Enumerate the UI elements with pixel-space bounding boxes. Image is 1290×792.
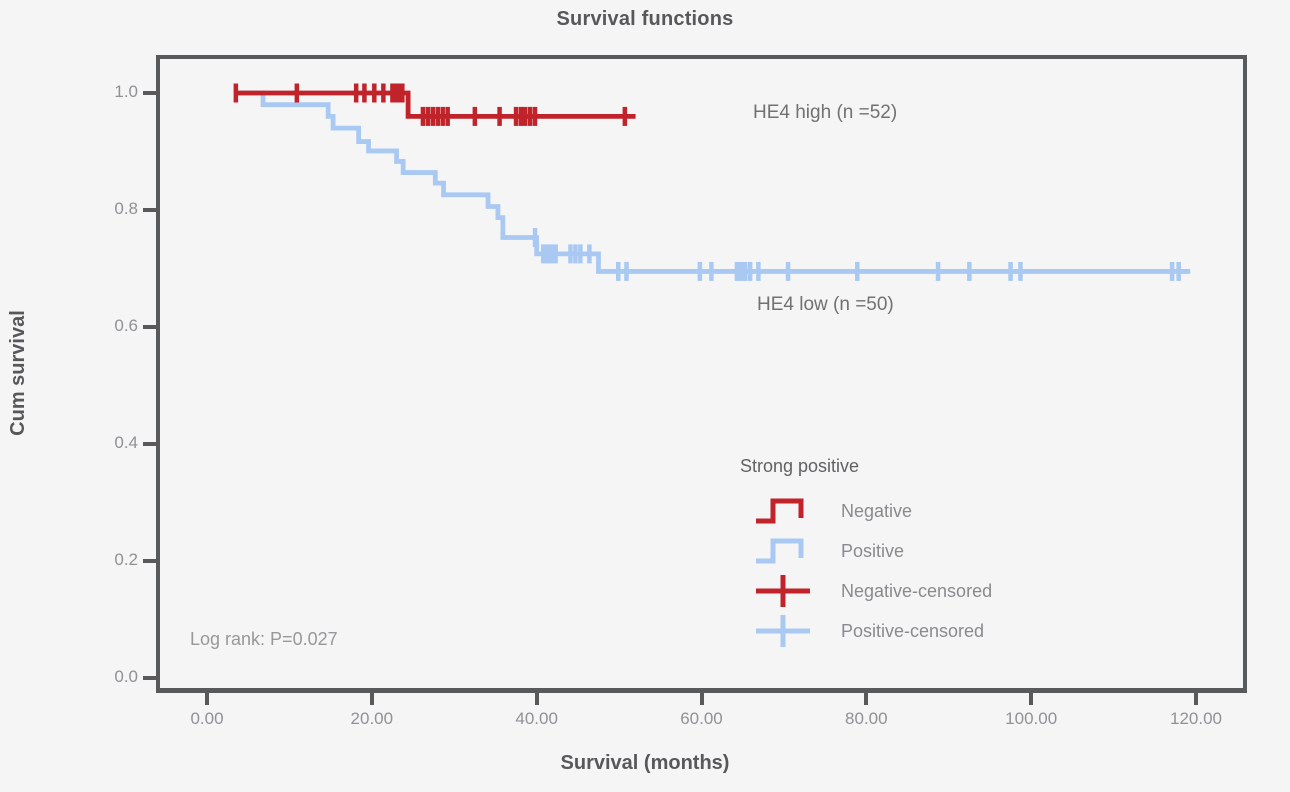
legend-item-label: Negative [841,500,913,521]
x-tick-label: 40.00 [515,709,558,728]
x-tick-label: 80.00 [845,709,888,728]
step-line-icon [756,498,804,524]
y-tick-mark [143,676,156,680]
legend-item-positive: Positive [740,531,992,571]
x-tick-mark [534,692,539,705]
x-axis-title: Survival (months) [560,752,730,774]
y-axis-title: Cum survival [7,310,29,436]
series-label-he4-low: HE4 low (n =50) [757,294,894,315]
chart-title: Survival functions [556,8,734,30]
legend-item-negative-censored: Negative-censored [740,571,992,611]
x-tick-label: 60.00 [680,709,723,728]
plot-area [156,55,1247,693]
x-tick-mark [1029,692,1034,705]
plus-cross-icon [756,615,810,647]
survival-curve-positive [235,90,1191,274]
y-tick-mark [143,442,156,446]
logrank-annotation: Log rank: P=0.027 [190,629,338,649]
y-tick-label: 0.8 [114,199,138,218]
x-tick-label: 20.00 [350,709,394,728]
y-tick-label: 1.0 [114,82,138,101]
y-tick-label: 0.2 [114,550,138,569]
x-tick-mark [369,692,374,705]
legend-item-label: Positive [841,540,905,561]
legend-item-negative: Negative [740,491,992,531]
y-tick-label: 0.0 [114,667,138,686]
x-tick-label: 100.00 [1005,709,1058,728]
legend-item-positive-censored: Positive-censored [740,611,992,651]
y-tick-mark [143,325,156,329]
plus-cross-icon [756,575,810,607]
x-tick-mark [864,692,869,705]
x-tick-mark [205,692,209,705]
y-tick-label: 0.4 [114,433,138,452]
y-tick-mark [143,559,156,563]
step-line-icon [756,538,804,564]
x-tick-label: 0.00 [190,709,224,728]
x-tick-mark [1194,692,1198,705]
legend-item-label: Positive-censored [841,620,985,641]
x-tick-label: 120.00 [1170,709,1222,728]
y-tick-mark [143,91,156,95]
x-tick-mark [699,692,704,705]
legend-item-label: Negative-censored [841,580,993,601]
y-tick-label: 0.6 [114,316,138,335]
legend-title: Strong positive [740,456,860,476]
legend: Strong positive Negative Positive Negati… [740,456,992,651]
y-tick-mark [143,208,156,212]
series-label-he4-high: HE4 high (n =52) [753,102,898,123]
